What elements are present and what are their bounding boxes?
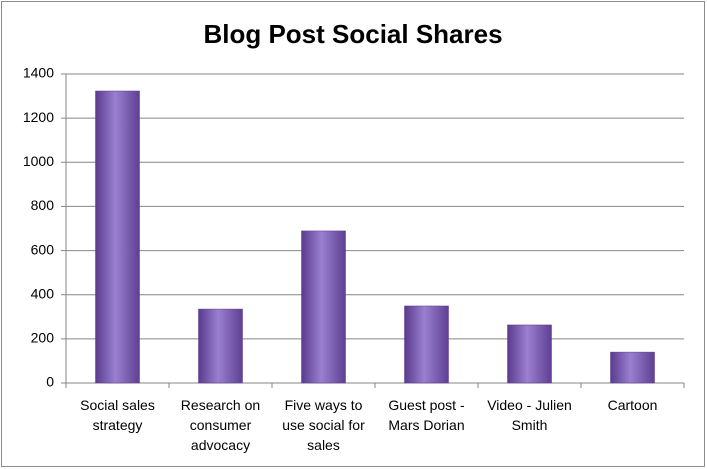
x-tick-label: Social sales strategy [80,397,155,433]
x-tick-label: Five ways to use social for sales [282,397,365,453]
y-tick-label: 200 [31,330,55,346]
y-tick-label: 0 [46,374,54,390]
bar [198,308,243,384]
y-tick-label: 1200 [23,109,54,125]
x-tick-label: Research on consumer advocacy [180,397,261,453]
bar [301,230,346,384]
y-tick-label: 600 [31,241,55,257]
x-tick-label: Guest post - Mars Dorian [388,397,465,433]
x-tick-label: Video - Julien Smith [487,397,572,433]
x-tick-label: Cartoon [607,397,658,413]
y-tick-label: 1400 [23,65,54,81]
bar [507,324,552,384]
y-tick-label: 800 [31,197,55,213]
y-tick-label: 400 [31,285,55,301]
bar [95,90,140,384]
chart-title: Blog Post Social Shares [203,19,502,49]
bar [404,305,449,384]
y-tick-label: 1000 [23,153,54,169]
bar [610,351,655,384]
